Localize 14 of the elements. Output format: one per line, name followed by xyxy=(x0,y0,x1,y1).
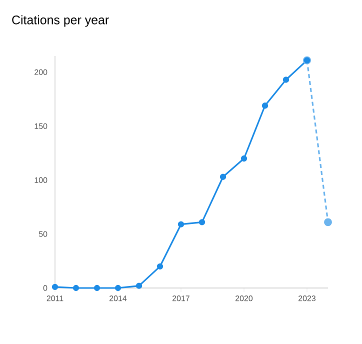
point xyxy=(136,282,142,289)
point xyxy=(220,174,226,180)
point xyxy=(94,284,100,292)
point xyxy=(198,219,206,226)
point xyxy=(324,218,332,226)
point xyxy=(240,155,248,162)
point xyxy=(156,263,164,270)
point xyxy=(52,284,58,290)
point xyxy=(178,221,184,228)
point xyxy=(72,284,80,292)
point xyxy=(114,284,122,292)
point xyxy=(282,76,290,83)
point xyxy=(262,102,268,109)
chart-title: Citations per year xyxy=(12,15,109,27)
